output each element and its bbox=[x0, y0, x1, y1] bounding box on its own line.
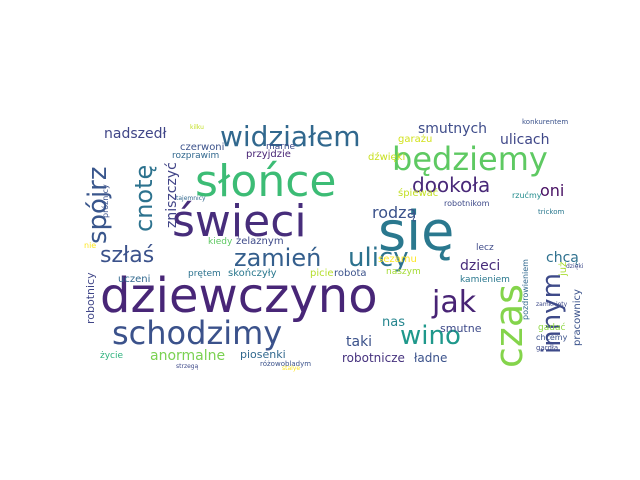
cloud-word: tajemnicy bbox=[176, 195, 206, 202]
cloud-word: cnotę bbox=[130, 165, 158, 232]
cloud-word: prętem bbox=[188, 269, 221, 279]
cloud-word: innym bbox=[537, 273, 567, 354]
cloud-word: widziałem bbox=[220, 120, 361, 153]
cloud-word: się bbox=[378, 200, 454, 263]
cloud-word: słońce bbox=[195, 156, 337, 207]
cloud-word: rzućmy bbox=[512, 190, 542, 200]
cloud-word: czerwoni bbox=[180, 142, 224, 153]
cloud-word: taki bbox=[346, 334, 372, 350]
cloud-word: robotnikom bbox=[444, 199, 490, 208]
cloud-word: naszym bbox=[386, 267, 421, 277]
cloud-word: ulicy bbox=[348, 243, 409, 273]
cloud-word: dziewczyno bbox=[100, 268, 378, 324]
cloud-word: trickom bbox=[538, 208, 565, 216]
cloud-word: gadać bbox=[538, 322, 565, 333]
cloud-word: będziemy bbox=[392, 140, 548, 178]
cloud-word: rozprawim bbox=[172, 151, 219, 161]
cloud-word: anormalne bbox=[150, 348, 225, 364]
cloud-word: skończyły bbox=[228, 267, 277, 279]
cloud-word: konkurentem bbox=[522, 118, 568, 126]
cloud-word: robota bbox=[334, 268, 367, 279]
cloud-word: nadszedł bbox=[104, 126, 166, 142]
cloud-word: dzięki bbox=[566, 263, 584, 270]
cloud-word: smutnych bbox=[418, 121, 487, 137]
cloud-word: strzegą bbox=[176, 363, 199, 370]
cloud-word: żelaznym bbox=[236, 236, 284, 247]
cloud-word: pozdrowieniem bbox=[521, 259, 530, 320]
cloud-word: zamień bbox=[234, 244, 321, 272]
cloud-word: życie bbox=[100, 351, 123, 361]
cloud-word: przyjdzie bbox=[246, 149, 291, 160]
cloud-word: uczeni bbox=[118, 274, 150, 285]
cloud-word: zniszczyć bbox=[164, 162, 180, 228]
cloud-word: pracownicy bbox=[572, 289, 583, 346]
cloud-word: świeci bbox=[172, 196, 307, 247]
cloud-word: ulicach bbox=[500, 132, 550, 148]
cloud-word: chcemy bbox=[536, 333, 568, 342]
cloud-word: kiedy bbox=[208, 237, 233, 247]
cloud-word: garażu bbox=[398, 134, 432, 145]
cloud-word: robotnicze bbox=[342, 351, 405, 365]
cloud-word: kamieniem bbox=[460, 275, 510, 285]
cloud-word: dźwięki bbox=[368, 151, 405, 163]
cloud-word: marne bbox=[266, 142, 296, 152]
cloud-word: dookoła bbox=[412, 173, 490, 197]
cloud-word: oni bbox=[540, 181, 564, 200]
cloud-word: kilku bbox=[190, 124, 204, 131]
cloud-word: dzieci bbox=[460, 258, 500, 274]
cloud-word: sezamu bbox=[378, 254, 417, 265]
cloud-word: lecz bbox=[476, 243, 494, 253]
cloud-word: spójrz bbox=[83, 166, 113, 244]
cloud-word: próżnicy bbox=[100, 184, 110, 218]
cloud-word: wino bbox=[400, 321, 461, 351]
cloud-word: smutne bbox=[440, 322, 482, 335]
cloud-word: piosenki bbox=[240, 348, 286, 361]
cloud-word: robotnicy bbox=[84, 272, 97, 324]
cloud-word: czas bbox=[487, 284, 531, 368]
cloud-word: nas bbox=[382, 315, 405, 330]
cloud-word: zamknięty bbox=[536, 301, 568, 308]
cloud-word: już bbox=[558, 262, 569, 277]
cloud-word: nie bbox=[84, 241, 96, 250]
cloud-word: jak bbox=[431, 285, 477, 320]
cloud-word: stalye bbox=[282, 365, 300, 372]
cloud-word: śpiewać bbox=[398, 187, 438, 199]
cloud-word: picie bbox=[310, 268, 334, 279]
cloud-word: szłaś bbox=[100, 243, 154, 268]
cloud-word: ładne bbox=[414, 351, 447, 365]
cloud-word: schodzimy bbox=[112, 314, 282, 352]
cloud-word: gardła bbox=[536, 344, 558, 352]
cloud-word: chcą bbox=[546, 250, 579, 266]
cloud-word: rodzą bbox=[372, 203, 416, 222]
cloud-word: różowobladym bbox=[260, 360, 311, 368]
